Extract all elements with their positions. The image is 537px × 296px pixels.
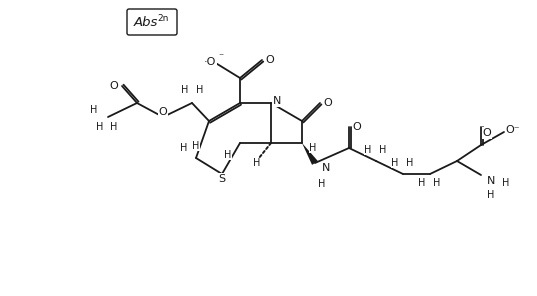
Text: O: O bbox=[324, 98, 332, 108]
Text: H: H bbox=[418, 178, 426, 188]
Text: H: H bbox=[309, 143, 317, 153]
Text: H: H bbox=[318, 179, 325, 189]
Text: ⁻: ⁻ bbox=[219, 52, 223, 62]
Text: H: H bbox=[110, 122, 118, 132]
Text: O: O bbox=[353, 122, 361, 132]
Text: O: O bbox=[266, 55, 274, 65]
Text: O: O bbox=[483, 128, 491, 138]
Text: H: H bbox=[180, 143, 188, 153]
Text: O: O bbox=[158, 107, 168, 117]
Text: H: H bbox=[391, 158, 398, 168]
Text: S: S bbox=[219, 174, 226, 184]
FancyBboxPatch shape bbox=[127, 9, 177, 35]
Text: H: H bbox=[224, 150, 231, 160]
Text: O: O bbox=[110, 81, 118, 91]
Text: H: H bbox=[253, 158, 260, 168]
Text: H: H bbox=[364, 145, 372, 155]
Text: H: H bbox=[90, 105, 98, 115]
Text: N: N bbox=[273, 96, 281, 106]
Text: H: H bbox=[433, 178, 441, 188]
Text: H: H bbox=[182, 85, 188, 95]
Text: H: H bbox=[407, 158, 413, 168]
Text: ·O: ·O bbox=[204, 57, 216, 67]
Text: Abs: Abs bbox=[134, 15, 158, 28]
Text: H: H bbox=[197, 85, 204, 95]
Text: H: H bbox=[502, 178, 510, 188]
Text: N: N bbox=[322, 163, 330, 173]
Text: N: N bbox=[487, 176, 495, 186]
Text: H: H bbox=[96, 122, 104, 132]
Polygon shape bbox=[302, 143, 318, 165]
Text: H: H bbox=[379, 145, 387, 155]
Text: H: H bbox=[192, 141, 200, 151]
Text: H: H bbox=[487, 190, 495, 200]
Text: 2n: 2n bbox=[157, 14, 169, 23]
Text: O⁻: O⁻ bbox=[506, 125, 520, 135]
